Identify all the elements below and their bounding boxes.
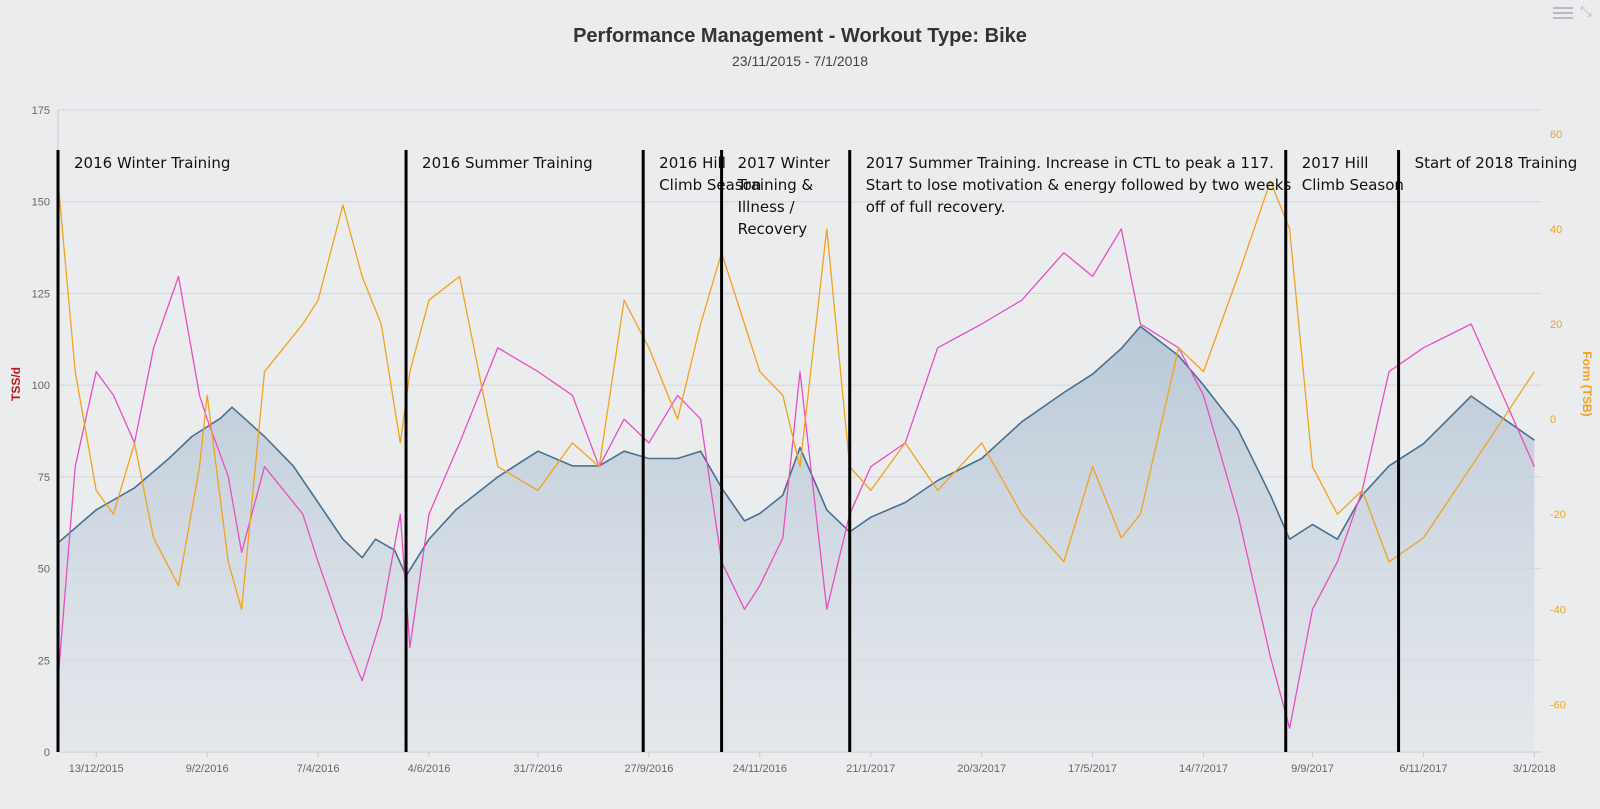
ctl-area	[58, 326, 1535, 752]
annotation-text: 2017 Summer Training. Increase in CTL to…	[866, 154, 1274, 172]
y2-tick-label: 20	[1550, 319, 1562, 331]
x-tick-label: 21/1/2017	[846, 763, 895, 775]
y2-tick-label: -60	[1550, 699, 1566, 711]
annotation-text: Start to lose motivation & energy follow…	[866, 176, 1292, 194]
annotation-text: 2016 Winter Training	[74, 154, 230, 172]
annotation-text: Start of 2018 Training	[1415, 154, 1578, 172]
series-line-0	[57, 325, 1535, 577]
annotations: 2016 Winter Training 2016 Summer Training…	[56, 150, 1578, 752]
x-tick-label: 31/7/2016	[514, 763, 563, 775]
series-line-2	[57, 180, 1535, 610]
annotation-text: off of full recovery.	[866, 198, 1006, 216]
annotation-text: 2017 Winter	[738, 154, 831, 172]
x-tick-label: 6/11/2017	[1399, 763, 1447, 775]
annotation-text: 2016 Hill	[659, 154, 726, 172]
x-tick-label: 24/11/2016	[733, 763, 787, 775]
annotation-text: 2017 Hill	[1302, 154, 1369, 172]
annotation-text: Recovery	[738, 220, 808, 238]
series-line-1	[57, 228, 1535, 729]
annotation-text: Climb Season	[1302, 176, 1404, 194]
annotation-text: Training &	[737, 176, 814, 194]
x-tick-label: 7/4/2016	[297, 763, 340, 775]
collapse-icon[interactable]: ⤡	[1580, 3, 1592, 19]
y-tick-label: 75	[38, 472, 50, 484]
y-tick-label: 50	[38, 564, 50, 576]
annotation-text: 2016 Summer Training	[422, 154, 593, 172]
y2-tick-label: 0	[1550, 414, 1556, 426]
x-tick-label: 27/9/2016	[624, 763, 673, 775]
y-tick-label: 25	[38, 655, 50, 667]
y-tick-label: 175	[32, 105, 50, 117]
y-axis-label: TSS/d	[9, 367, 23, 401]
series-lines	[57, 180, 1535, 729]
tick-labels: 0 25 50 75 100 125 150 175 -60 -40 -20 0 20 40 60 13/12…	[32, 105, 1566, 775]
x-tick-label: 4/6/2016	[408, 763, 451, 775]
x-tick-label: 3/1/2018	[1513, 763, 1556, 775]
y-tick-label: 100	[32, 380, 50, 392]
y2-tick-label: -20	[1550, 509, 1566, 521]
series-area-0	[58, 326, 1535, 752]
y-tick-label: 150	[32, 197, 50, 209]
y-tick-label: 125	[32, 288, 50, 300]
x-tick-label: 14/7/2017	[1179, 763, 1228, 775]
chart-subtitle: 23/11/2015 - 7/1/2018	[732, 53, 868, 69]
x-tick-label: 9/9/2017	[1291, 763, 1334, 775]
chart-title: Performance Management - Workout Type: B…	[573, 25, 1027, 47]
y2-axis-label: Form (TSB)	[1580, 351, 1594, 416]
annotation-text: Illness /	[738, 198, 796, 216]
y2-tick-label: 60	[1550, 129, 1562, 141]
menu-icon[interactable]	[1553, 4, 1573, 20]
x-tick-label: 13/12/2015	[69, 763, 124, 775]
x-tick-label: 17/5/2017	[1068, 763, 1117, 775]
annotation-text: Climb Season	[659, 176, 761, 194]
y2-tick-label: 40	[1550, 224, 1562, 236]
y-tick-label: 0	[44, 747, 50, 759]
y2-tick-label: -40	[1550, 604, 1566, 616]
x-tick-label: 20/3/2017	[957, 763, 1006, 775]
x-tick-label: 9/2/2016	[186, 763, 229, 775]
